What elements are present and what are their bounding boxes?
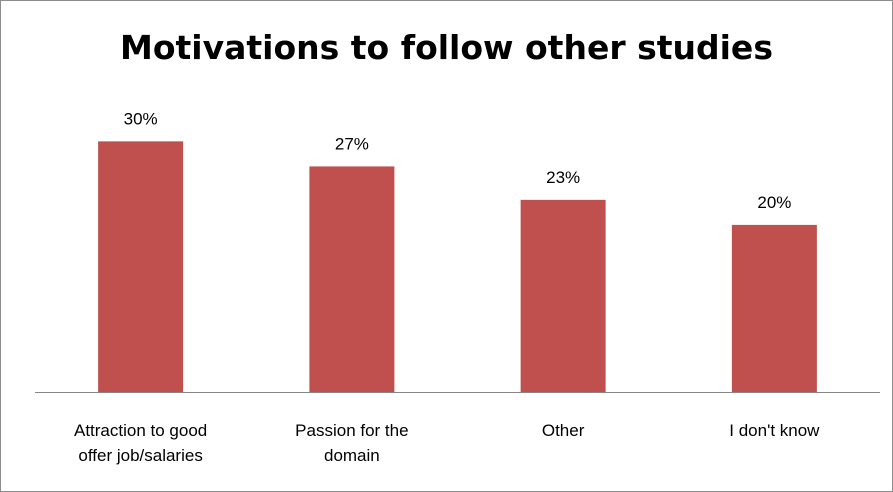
bar-3 <box>731 224 817 392</box>
bar-1 <box>309 166 395 392</box>
category-label-2-line-0: Other <box>542 421 585 440</box>
category-label-1-line-1: domain <box>324 446 380 465</box>
bar-0 <box>98 141 184 392</box>
value-label-0: 30% <box>124 109 158 128</box>
value-label-group: 30% 27% 23% 20% <box>124 109 792 212</box>
category-label-2: Other <box>542 421 585 440</box>
category-label-3-line-0: I don't know <box>729 421 820 440</box>
category-label-0-line-0: Attraction to good <box>74 421 207 440</box>
chart-title: Motivations to follow other studies <box>120 28 773 67</box>
bar-2 <box>520 199 606 392</box>
value-label-1: 27% <box>335 134 369 153</box>
category-label-1: Passion for the domain <box>295 421 408 465</box>
bar-group <box>98 141 817 392</box>
value-label-3: 20% <box>757 193 791 212</box>
category-label-3: I don't know <box>729 421 820 440</box>
category-label-1-line-0: Passion for the <box>295 421 408 440</box>
value-label-2: 23% <box>546 168 580 187</box>
category-label-0-line-1: offer job/salaries <box>78 446 202 465</box>
category-label-0: Attraction to good offer job/salaries <box>74 421 207 465</box>
category-label-group: Attraction to good offer job/salaries Pass… <box>74 421 820 465</box>
